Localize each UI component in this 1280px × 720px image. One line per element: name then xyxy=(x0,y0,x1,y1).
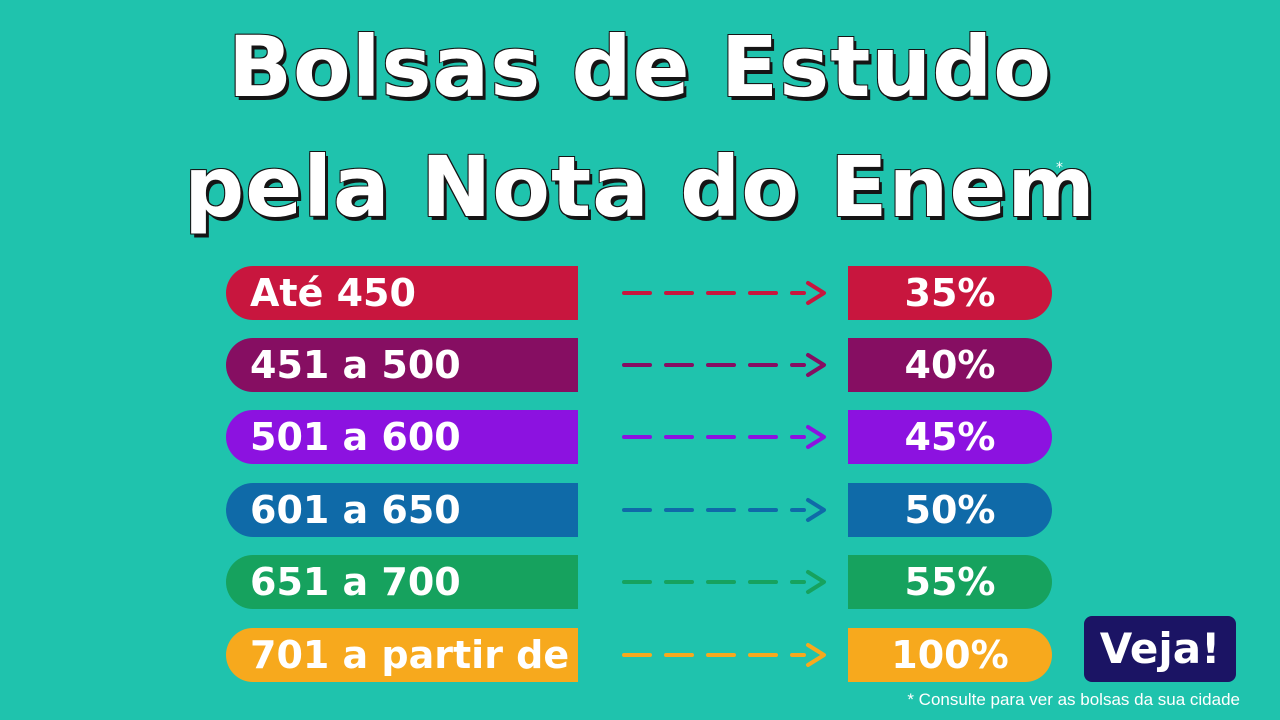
score-range-label: 601 a 650 xyxy=(226,483,578,537)
dashed-arrow-icon xyxy=(622,570,826,594)
table-row: Até 450 35% xyxy=(0,266,1280,320)
dashed-arrow-icon xyxy=(622,281,826,305)
table-row: 701 a partir de 100% xyxy=(0,628,1280,682)
score-range-label: 701 a partir de xyxy=(226,628,578,682)
table-row: 451 a 500 40% xyxy=(0,338,1280,392)
discount-percent: 50% xyxy=(848,483,1052,537)
title-line-2: pela Nota do Enem xyxy=(184,138,1096,236)
discount-percent: 55% xyxy=(848,555,1052,609)
discount-percent: 100% xyxy=(848,628,1052,682)
dashed-arrow-icon xyxy=(622,498,826,522)
score-range-label: 501 a 600 xyxy=(226,410,578,464)
dashed-arrow-icon xyxy=(622,425,826,449)
table-row: 651 a 700 55% xyxy=(0,555,1280,609)
score-range-label: 651 a 700 xyxy=(226,555,578,609)
table-row: 601 a 650 50% xyxy=(0,483,1280,537)
score-range-label: Até 450 xyxy=(226,266,578,320)
score-range-label: 451 a 500 xyxy=(226,338,578,392)
title-line-1: Bolsas de Estudo xyxy=(228,18,1052,116)
dashed-arrow-icon xyxy=(622,643,826,667)
footnote: * Consulte para ver as bolsas da sua cid… xyxy=(907,690,1240,709)
dashed-arrow-icon xyxy=(622,353,826,377)
discount-percent: 35% xyxy=(848,266,1052,320)
table-row: 501 a 600 45% xyxy=(0,410,1280,464)
discount-percent: 40% xyxy=(848,338,1052,392)
title-asterisk: * xyxy=(1056,160,1063,176)
discount-percent: 45% xyxy=(848,410,1052,464)
veja-badge[interactable]: Veja! xyxy=(1084,616,1236,682)
